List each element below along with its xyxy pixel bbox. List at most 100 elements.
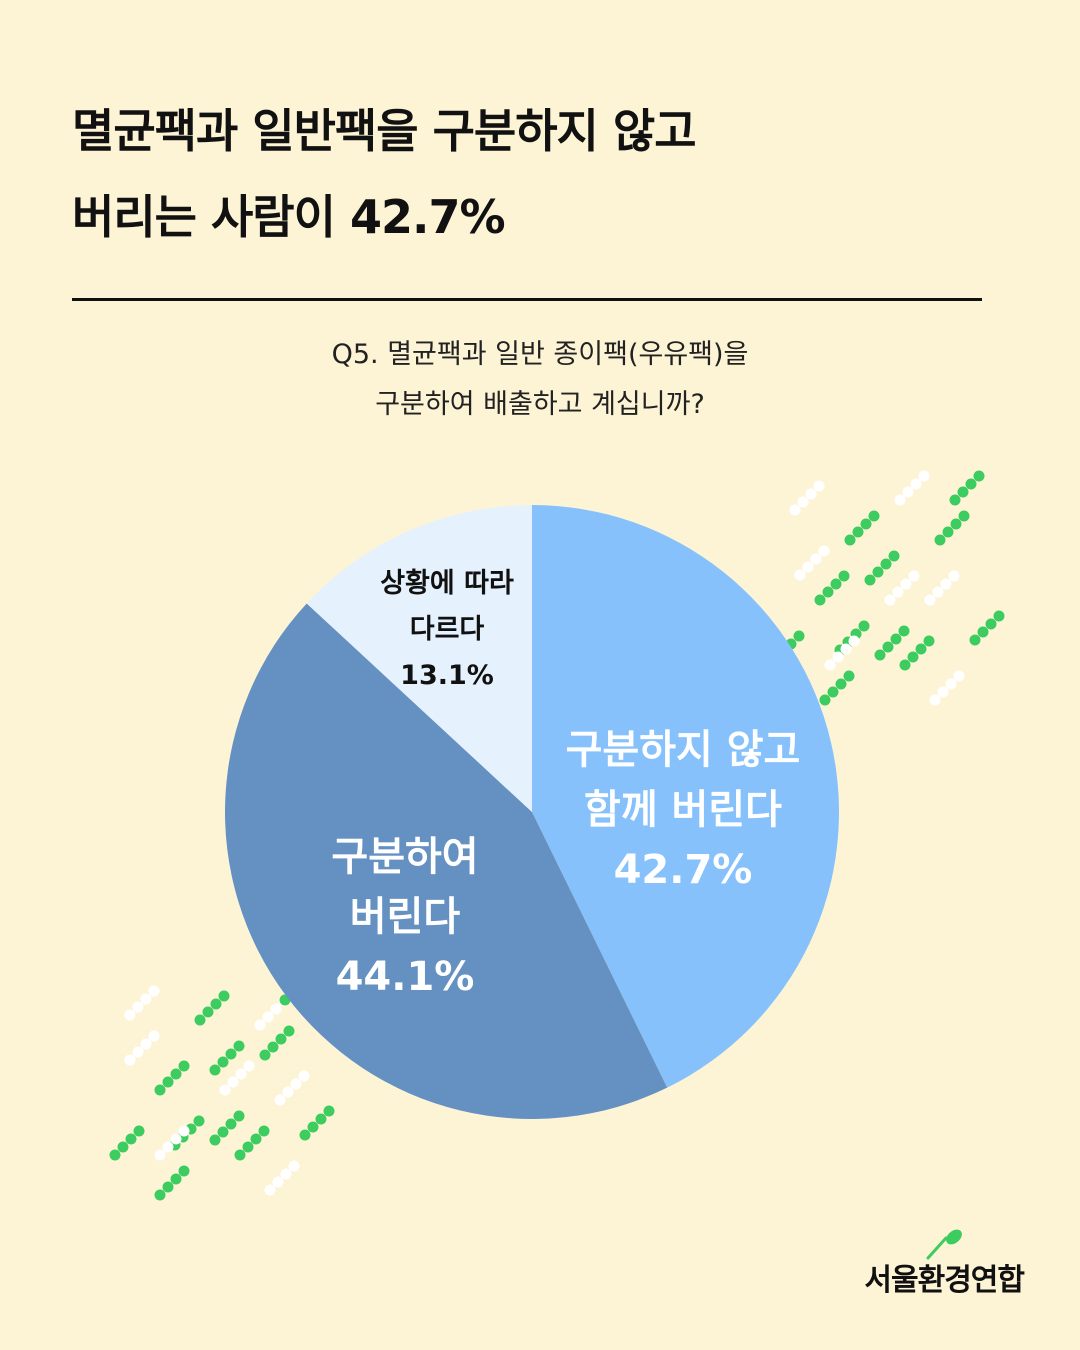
decor-dot: [923, 635, 935, 647]
decor-dot: [884, 594, 896, 606]
decor-dot: [907, 651, 919, 663]
decor-dot: [882, 641, 894, 653]
decor-dot: [868, 510, 880, 522]
decor-dot: [880, 558, 892, 570]
decor-dot: [934, 534, 946, 546]
decor-dot: [810, 553, 822, 565]
decor-dot: [154, 1084, 166, 1096]
decor-dot: [124, 1009, 136, 1021]
decor-dot: [892, 586, 904, 598]
slice-label-depends: 상황에 따라 다르다 13.1%: [380, 561, 514, 699]
decor-dot: [233, 1110, 245, 1122]
decor-dot: [315, 1113, 327, 1125]
decor-dot: [132, 1046, 144, 1058]
decor-dot: [888, 550, 900, 562]
decor-dot: [210, 998, 222, 1010]
slice-not-separated: [532, 505, 839, 1088]
decor-dot: [985, 618, 997, 630]
decor-dot: [242, 1141, 254, 1153]
decor-dot: [217, 1126, 229, 1138]
survey-question: Q5. 멸균팩과 일반 종이팩(우유팩)을 구분하여 배출하고 계십니까?: [0, 330, 1080, 430]
decor-dot: [274, 1094, 286, 1106]
decor-dot: [217, 1056, 229, 1068]
decor-dot: [899, 659, 911, 671]
decor-dot: [844, 534, 856, 546]
decor-dot: [148, 1030, 160, 1042]
decor-dot: [109, 1149, 121, 1161]
decor-dot: [209, 1064, 221, 1076]
decor-dot: [945, 678, 957, 690]
decor-dot: [194, 1014, 206, 1026]
decor-dot: [793, 630, 805, 642]
decor-dot: [202, 1006, 214, 1018]
decor-dot: [830, 578, 842, 590]
decor-dot: [209, 1134, 221, 1146]
decor-dot: [290, 1078, 302, 1090]
decor-dot: [942, 526, 954, 538]
decor-dot: [178, 1165, 190, 1177]
title-divider: [72, 298, 982, 301]
decor-dot: [193, 1115, 205, 1127]
decor-dot: [908, 570, 920, 582]
decor-dot: [178, 1125, 190, 1137]
decor-dot: [940, 578, 952, 590]
decor-dot: [953, 670, 965, 682]
decor-dot: [132, 1001, 144, 1013]
decor-dot: [235, 1068, 247, 1080]
decor-dot: [965, 478, 977, 490]
decor-dot: [993, 610, 1005, 622]
decor-dot: [832, 651, 844, 663]
decor-dot: [270, 1003, 282, 1015]
decor-dot: [259, 1049, 271, 1061]
decor-dot: [840, 643, 852, 655]
decor-dot: [264, 1184, 276, 1196]
decor-dot: [117, 1141, 129, 1153]
decor-dot: [894, 494, 906, 506]
question-line-2: 구분하여 배출하고 계십니까?: [375, 389, 705, 420]
decor-dot: [154, 1149, 166, 1161]
slice-label-not-separated-line-1: 구분하지 않고: [565, 727, 801, 773]
decor-dot: [969, 634, 981, 646]
decor-dot: [814, 594, 826, 606]
decor-dot: [924, 594, 936, 606]
decor-dot: [918, 470, 930, 482]
slice-depends: [306, 505, 532, 812]
decor-dot: [932, 586, 944, 598]
decor-dot: [948, 570, 960, 582]
slice-label-separated: 구분하여 버린다 44.1%: [331, 827, 478, 1007]
decor-dot: [827, 686, 839, 698]
decor-dot: [949, 494, 961, 506]
slice-value-depends: 13.1%: [400, 660, 494, 691]
decor-dot: [243, 1060, 255, 1072]
decor-dot: [937, 686, 949, 698]
decor-dot: [133, 1125, 145, 1137]
decor-dot: [900, 578, 912, 590]
decor-dot: [950, 518, 962, 530]
page-title: 멸균팩과 일반팩을 구분하지 않고 버리는 사람이 42.7%: [72, 88, 697, 260]
decor-dot: [890, 633, 902, 645]
decor-dot: [148, 985, 160, 997]
decor-dot: [843, 670, 855, 682]
decor-dot: [170, 1133, 182, 1145]
logo-text: 서울환경연합: [864, 1263, 1025, 1298]
decor-dot: [288, 1160, 300, 1172]
decor-dot: [958, 510, 970, 522]
decor-dot: [298, 1070, 310, 1082]
slice-separated: [225, 603, 668, 1119]
decor-dot: [789, 504, 801, 516]
decor-dot: [797, 496, 809, 508]
decor-dot: [140, 1038, 152, 1050]
decor-dot: [824, 659, 836, 671]
slice-value-not-separated: 42.7%: [613, 847, 753, 893]
decor-dot: [162, 1181, 174, 1193]
decor-dot: [805, 488, 817, 500]
slice-label-depends-line-1: 상황에 따라: [380, 568, 514, 599]
slice-label-separated-line-1: 구분하여: [331, 834, 479, 880]
decor-dot: [219, 1084, 231, 1096]
decor-dot: [910, 478, 922, 490]
decor-dot: [233, 1040, 245, 1052]
decor-dot: [838, 570, 850, 582]
decor-dot: [225, 1118, 237, 1130]
decor-dot: [835, 678, 847, 690]
decor-dot: [915, 643, 927, 655]
